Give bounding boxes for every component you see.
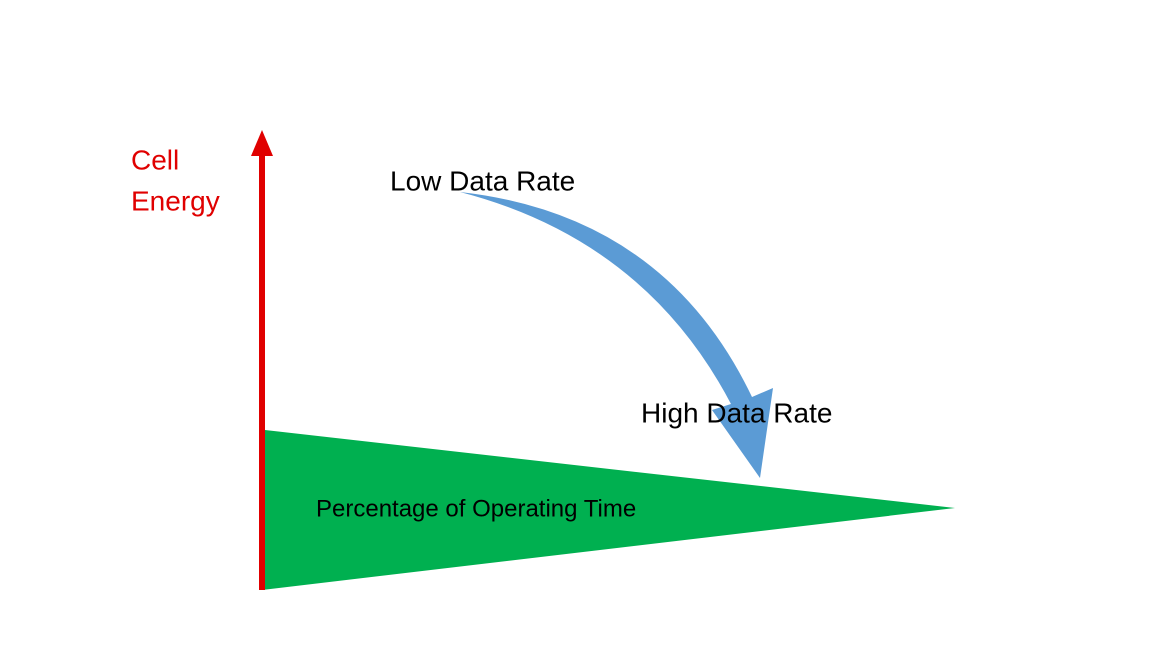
energy-axis-head [251,130,273,156]
high-rate-label: High Data Rate [641,397,832,428]
region-label: Percentage of Operating Time [316,495,636,522]
axis-label-line: Cell [131,144,179,175]
rate-arrow [460,192,773,478]
operating-time-wedge [262,430,955,590]
axis-label-line: Energy [131,185,220,216]
low-rate-label: Low Data Rate [390,165,575,196]
